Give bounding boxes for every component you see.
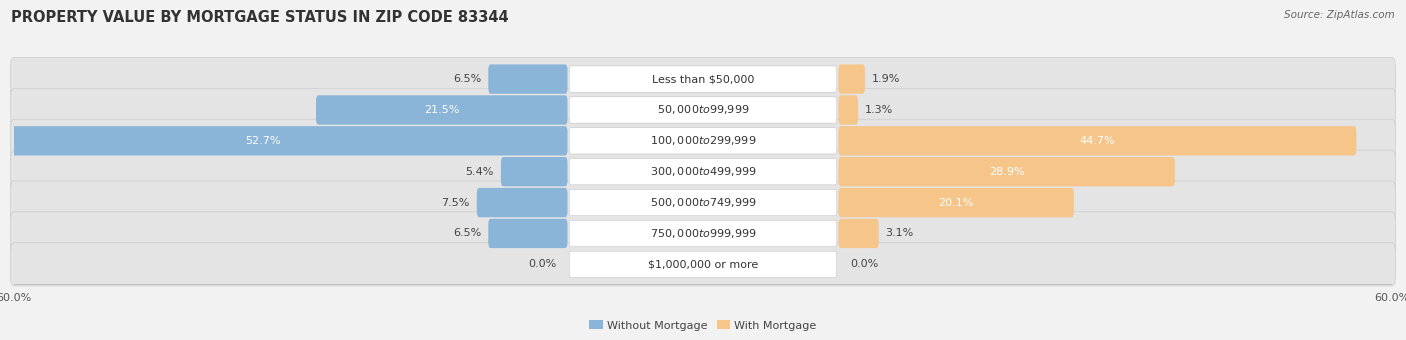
Text: $750,000 to $999,999: $750,000 to $999,999: [650, 227, 756, 240]
Text: 3.1%: 3.1%: [886, 228, 914, 238]
Text: 21.5%: 21.5%: [425, 105, 460, 115]
FancyBboxPatch shape: [11, 57, 1395, 101]
Legend: Without Mortgage, With Mortgage: Without Mortgage, With Mortgage: [585, 316, 821, 335]
FancyBboxPatch shape: [569, 251, 837, 277]
FancyBboxPatch shape: [11, 150, 1395, 193]
FancyBboxPatch shape: [477, 188, 568, 217]
FancyBboxPatch shape: [11, 212, 1395, 255]
Text: PROPERTY VALUE BY MORTGAGE STATUS IN ZIP CODE 83344: PROPERTY VALUE BY MORTGAGE STATUS IN ZIP…: [11, 10, 509, 25]
FancyBboxPatch shape: [11, 243, 1395, 286]
FancyBboxPatch shape: [11, 88, 1395, 132]
Text: 0.0%: 0.0%: [851, 259, 879, 269]
FancyBboxPatch shape: [569, 220, 837, 246]
FancyBboxPatch shape: [838, 95, 858, 125]
Text: $100,000 to $299,999: $100,000 to $299,999: [650, 134, 756, 147]
FancyBboxPatch shape: [569, 97, 837, 123]
Text: $1,000,000 or more: $1,000,000 or more: [648, 259, 758, 269]
Text: 20.1%: 20.1%: [938, 198, 974, 207]
Text: $50,000 to $99,999: $50,000 to $99,999: [657, 103, 749, 117]
Text: 6.5%: 6.5%: [453, 74, 481, 84]
Text: 0.0%: 0.0%: [527, 259, 555, 269]
Text: Source: ZipAtlas.com: Source: ZipAtlas.com: [1284, 10, 1395, 20]
FancyBboxPatch shape: [501, 157, 568, 186]
Text: 28.9%: 28.9%: [988, 167, 1025, 177]
FancyBboxPatch shape: [0, 126, 568, 155]
FancyBboxPatch shape: [569, 158, 837, 185]
FancyBboxPatch shape: [838, 126, 1357, 155]
FancyBboxPatch shape: [838, 188, 1074, 217]
FancyBboxPatch shape: [838, 157, 1175, 186]
Text: 7.5%: 7.5%: [441, 198, 470, 207]
FancyBboxPatch shape: [569, 128, 837, 154]
Text: 44.7%: 44.7%: [1080, 136, 1115, 146]
Text: 5.4%: 5.4%: [465, 167, 494, 177]
FancyBboxPatch shape: [11, 119, 1395, 163]
FancyBboxPatch shape: [838, 65, 865, 94]
FancyBboxPatch shape: [838, 219, 879, 248]
FancyBboxPatch shape: [488, 65, 568, 94]
FancyBboxPatch shape: [488, 219, 568, 248]
Text: Less than $50,000: Less than $50,000: [652, 74, 754, 84]
Text: $500,000 to $749,999: $500,000 to $749,999: [650, 196, 756, 209]
Text: 6.5%: 6.5%: [453, 228, 481, 238]
FancyBboxPatch shape: [11, 181, 1395, 224]
FancyBboxPatch shape: [569, 66, 837, 92]
Text: 52.7%: 52.7%: [245, 136, 280, 146]
FancyBboxPatch shape: [316, 95, 568, 125]
FancyBboxPatch shape: [569, 189, 837, 216]
Text: $300,000 to $499,999: $300,000 to $499,999: [650, 165, 756, 178]
Text: 1.3%: 1.3%: [865, 105, 893, 115]
Text: 1.9%: 1.9%: [872, 74, 900, 84]
